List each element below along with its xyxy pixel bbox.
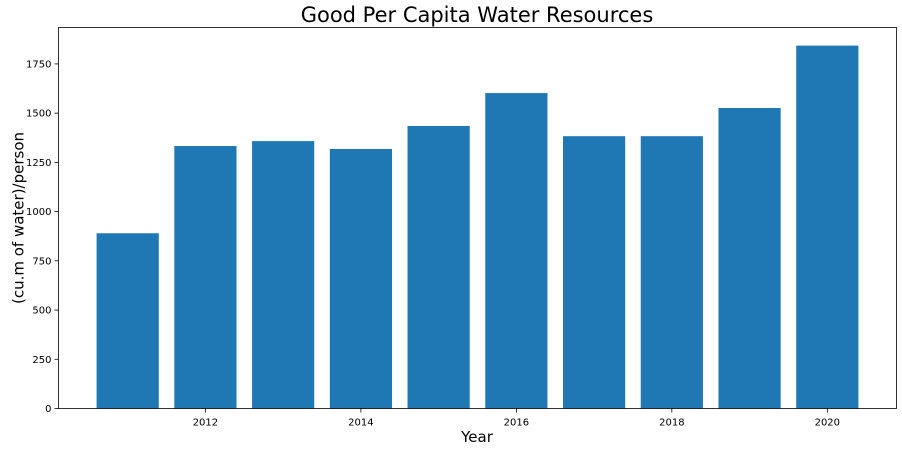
bar-2013 xyxy=(252,141,315,409)
plot-frame xyxy=(58,27,897,409)
y-axis: 0 250 500 750 1000 1250 1500 1750 xyxy=(26,59,59,415)
bar-2015 xyxy=(407,125,470,409)
bar-2020 xyxy=(796,45,859,409)
x-axis: 2012 2014 2016 2018 2020 xyxy=(193,408,840,429)
bar-2012 xyxy=(174,146,237,409)
y-tick-label-1500: 1500 xyxy=(26,109,51,120)
bar-2019 xyxy=(718,108,781,409)
x-tick-label-2014: 2014 xyxy=(348,418,373,429)
bar-2011 xyxy=(96,233,159,409)
y-tick-label-1000: 1000 xyxy=(26,207,51,218)
bar-2017 xyxy=(563,136,626,409)
y-tick-label-1250: 1250 xyxy=(26,158,51,169)
y-tick-label-500: 500 xyxy=(32,306,51,317)
x-tick-label-2012: 2012 xyxy=(193,418,218,429)
bar-2014 xyxy=(329,148,392,409)
x-tick-label-2020: 2020 xyxy=(815,418,840,429)
y-tick-label-1750: 1750 xyxy=(26,59,51,70)
y-tick-label-250: 250 xyxy=(32,355,51,366)
x-axis-label: Year xyxy=(460,428,494,446)
y-tick-label-0: 0 xyxy=(45,404,51,415)
y-tick-label-750: 750 xyxy=(32,256,51,267)
bar-2018 xyxy=(640,136,703,409)
bar-2016 xyxy=(485,93,548,409)
x-tick-label-2016: 2016 xyxy=(504,418,529,429)
bars-group xyxy=(96,45,859,409)
x-tick-label-2018: 2018 xyxy=(659,418,684,429)
y-axis-label: (cu.m of water)/person xyxy=(10,132,28,304)
chart-title: Good Per Capita Water Resources xyxy=(301,3,654,27)
